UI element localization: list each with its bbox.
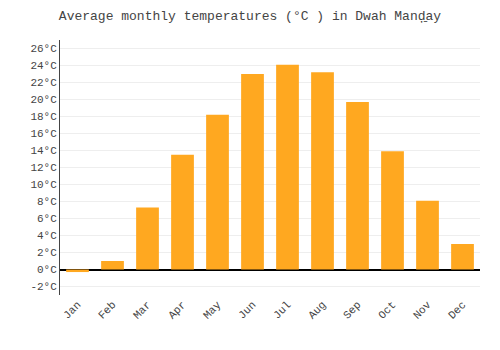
svg-text:-2°C: -2°C [30,281,57,293]
svg-text:May: May [201,299,224,322]
svg-text:0°C: 0°C [37,264,57,276]
svg-text:Aug: Aug [306,299,328,321]
svg-text:8°C: 8°C [37,196,57,208]
svg-text:14°C: 14°C [30,145,57,157]
svg-text:10°C: 10°C [30,179,57,191]
svg-text:Average monthly temperatures (: Average monthly temperatures (°C ) in Dw… [59,9,441,24]
svg-text:Mar: Mar [131,299,153,321]
svg-text:4°C: 4°C [37,230,57,242]
svg-text:18°C: 18°C [30,111,57,123]
svg-text:2°C: 2°C [37,247,57,259]
svg-text:Jan: Jan [61,299,83,321]
svg-text:20°C: 20°C [30,94,57,106]
svg-text:Nov: Nov [411,299,434,322]
svg-text:22°C: 22°C [30,77,57,89]
svg-text:Sep: Sep [341,299,363,321]
svg-text:Jun: Jun [236,299,258,321]
svg-text:24°C: 24°C [30,60,57,72]
svg-text:16°C: 16°C [30,128,57,140]
svg-text:26°C: 26°C [30,43,57,55]
svg-text:Dec: Dec [446,299,468,321]
svg-text:12°C: 12°C [30,162,57,174]
svg-text:Feb: Feb [96,299,118,321]
svg-text:Oct: Oct [376,299,398,321]
svg-text:Apr: Apr [166,299,188,321]
svg-text:6°C: 6°C [37,213,57,225]
svg-text:Jul: Jul [271,299,293,321]
